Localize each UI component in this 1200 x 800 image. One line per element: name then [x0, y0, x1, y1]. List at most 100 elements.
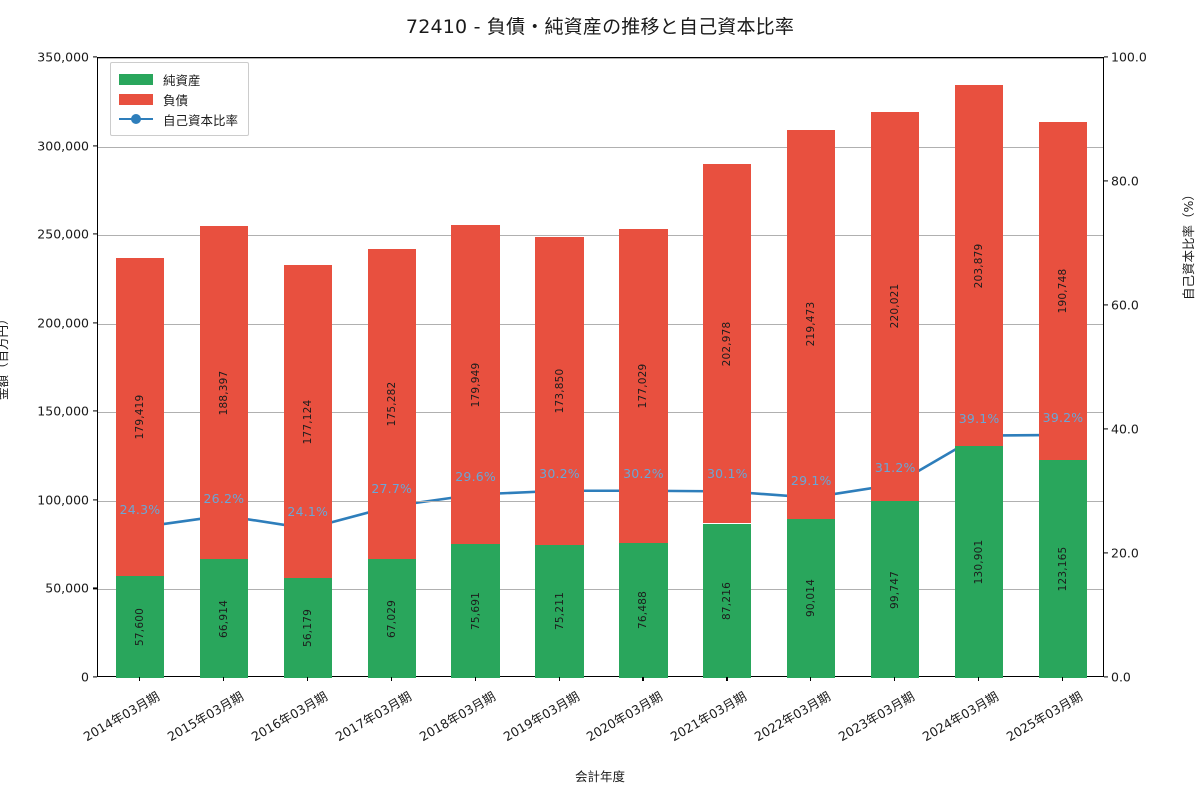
ratio-value-label: 30.2%: [539, 465, 580, 481]
bar-segment-liabilities[interactable]: [199, 225, 248, 560]
y-axis-left-tick: 100,000: [37, 492, 89, 508]
bar-segment-equity[interactable]: [619, 542, 668, 678]
bar-value-liabilities: 219,473: [805, 301, 818, 347]
bar-segment-equity[interactable]: [283, 578, 332, 678]
bar-segment-liabilities[interactable]: [787, 129, 836, 519]
bar-segment-equity[interactable]: [535, 544, 584, 678]
page-title: 72410 - 負債・純資産の推移と自己資本比率: [405, 16, 795, 38]
bar-value-equity: 56,179: [301, 609, 314, 648]
gridline: [98, 58, 1103, 59]
bar-segment-liabilities[interactable]: [703, 163, 752, 524]
bar-segment-equity[interactable]: [787, 518, 836, 678]
y-axis-right-tick-mark: [1104, 428, 1108, 430]
y-axis-right-tick: 40.0: [1111, 421, 1139, 437]
legend-label-liabilities: 負債: [163, 92, 189, 108]
bar-segment-liabilities[interactable]: [367, 248, 416, 560]
y-axis-left-tick: 50,000: [45, 580, 89, 596]
y-axis-right-tick: 100.0: [1111, 49, 1147, 65]
x-axis-tick-mark: [642, 677, 644, 681]
gridline: [98, 146, 1103, 148]
x-axis-tick-label: 2021年03月期: [668, 688, 750, 745]
gridline: [98, 323, 1103, 325]
x-axis-tick-label: 2016年03月期: [248, 688, 330, 745]
legend-item-equity[interactable]: 純資産: [119, 69, 238, 89]
bar-segment-liabilities[interactable]: [1038, 121, 1088, 460]
ratio-line-series: [134, 429, 1069, 534]
bar-segment-equity[interactable]: [199, 559, 248, 678]
ratio-value-label: 39.1%: [958, 410, 1000, 426]
y-axis-left-tick: 200,000: [37, 315, 89, 331]
bar-segment-equity[interactable]: [367, 559, 416, 678]
bar-value-liabilities: 177,029: [637, 363, 650, 409]
ratio-value-label: 29.6%: [455, 469, 496, 485]
bar-value-liabilities: 179,419: [133, 394, 146, 440]
ratio-value-label: 29.1%: [790, 472, 832, 488]
y-axis-left-tick-mark: [93, 499, 97, 501]
bar-value-equity: 76,488: [637, 591, 650, 630]
legend-item-liabilities[interactable]: 負債: [119, 89, 238, 109]
x-axis-tick-mark: [138, 677, 141, 681]
ratio-value-label: 27.7%: [371, 481, 413, 497]
bar-segment-equity[interactable]: [451, 543, 500, 678]
ratio-value-label: 31.2%: [874, 459, 916, 475]
ratio-value-label: 39.2%: [1042, 409, 1084, 425]
y-axis-right-label: 自己資本比率（%）: [1181, 188, 1196, 300]
legend-swatch-liabilities: [119, 93, 153, 105]
bar-value-liabilities: 202,978: [721, 321, 734, 367]
y-axis-right-tick: 20.0: [1111, 545, 1139, 561]
bar-segment-liabilities[interactable]: [954, 84, 1004, 447]
gridline: [98, 500, 1103, 502]
ratio-value-label: 26.2%: [203, 490, 245, 506]
bar-value-equity: 123,165: [1057, 546, 1070, 592]
y-axis-left-tick-mark: [93, 322, 97, 324]
y-axis-left-tick-mark: [93, 676, 97, 678]
y-axis-right-tick-mark: [1104, 304, 1108, 306]
bar-value-equity: 87,216: [721, 581, 734, 620]
x-axis-tick-mark: [390, 677, 392, 681]
ratio-value-label: 24.1%: [287, 503, 329, 519]
bar-value-equity: 130,901: [973, 539, 986, 585]
y-axis-left-tick-mark: [93, 144, 97, 147]
bar-segment-equity[interactable]: [703, 523, 752, 678]
bar-value-liabilities: 179,949: [469, 362, 482, 407]
bar-value-liabilities: 190,748: [1057, 268, 1070, 314]
bar-segment-liabilities[interactable]: [535, 236, 584, 545]
x-axis-tick-label: 2020年03月期: [584, 688, 666, 745]
bar-value-liabilities: 203,879: [973, 243, 986, 288]
ratio-value-label: 30.1%: [707, 466, 748, 482]
x-axis-tick-label: 2019年03月期: [500, 688, 582, 745]
bar-segment-liabilities[interactable]: [115, 258, 165, 576]
bar-segment-liabilities[interactable]: [283, 264, 332, 579]
y-axis-left-tick-mark: [93, 233, 97, 235]
ratio-line: [138, 433, 1065, 530]
bar-segment-liabilities[interactable]: [619, 228, 668, 543]
x-axis-tick-label: 2015年03月期: [164, 688, 246, 745]
legend-item-ratio[interactable]: 自己資本比率: [119, 109, 238, 129]
bar-segment-equity[interactable]: [115, 575, 165, 678]
y-axis-right-tick: 0.0: [1111, 669, 1131, 685]
y-axis-left-tick: 300,000: [37, 138, 89, 154]
y-axis-right-tick-mark: [1104, 180, 1108, 182]
bar-segment-equity[interactable]: [954, 446, 1004, 678]
bar-value-equity: 75,691: [469, 591, 482, 630]
x-axis-tick-label: 2022年03月期: [751, 688, 834, 745]
bar-segment-liabilities[interactable]: [871, 111, 920, 502]
y-axis-right-tick: 60.0: [1111, 297, 1139, 313]
x-axis-tick-mark: [978, 677, 980, 681]
bar-segment-liabilities[interactable]: [451, 225, 500, 544]
x-axis-tick-mark: [558, 677, 560, 681]
y-axis-right-tick: 80.0: [1111, 173, 1139, 189]
legend-swatch-equity: [119, 73, 153, 85]
x-axis-tick-mark: [474, 677, 476, 681]
y-axis-right-tick-mark: [1104, 56, 1108, 58]
bar-value-equity: 66,914: [217, 599, 230, 638]
bar-value-liabilities: 188,397: [217, 370, 230, 416]
y-axis-left-tick: 350,000: [37, 49, 89, 65]
bar-value-equity: 90,014: [805, 579, 818, 618]
legend-dot-ratio: [131, 114, 141, 124]
x-axis-tick-label: 2025年03月期: [1003, 688, 1086, 745]
bar-value-equity: 75,211: [553, 592, 566, 631]
bar-segment-equity[interactable]: [871, 501, 920, 678]
bar-segment-equity[interactable]: [1038, 459, 1088, 678]
